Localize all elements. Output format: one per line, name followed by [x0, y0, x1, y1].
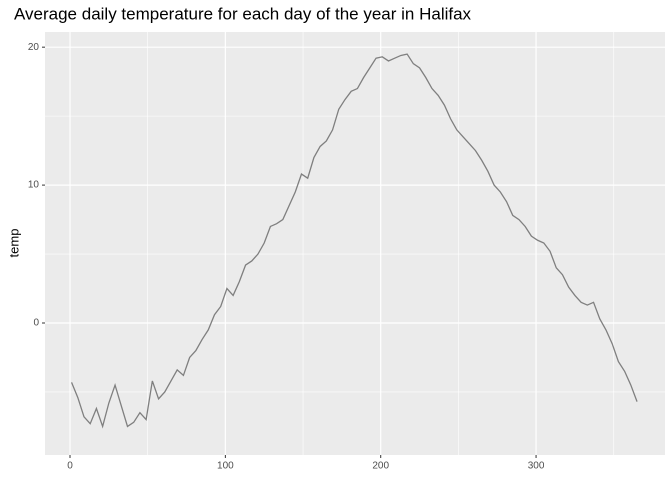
y-tick-label: 0 [33, 318, 39, 329]
y-tick-label: 10 [28, 180, 40, 191]
x-tick-label: 100 [217, 461, 234, 472]
x-tick-label: 0 [67, 461, 73, 472]
plot-panel [45, 32, 665, 455]
y-axis-label: temp [6, 229, 21, 258]
x-tick-label: 200 [372, 461, 389, 472]
x-tick-label: 300 [528, 461, 545, 472]
line-series [70, 53, 638, 429]
chart-title: Average daily temperature for each day o… [14, 4, 472, 23]
y-tick-label: 20 [28, 42, 40, 53]
